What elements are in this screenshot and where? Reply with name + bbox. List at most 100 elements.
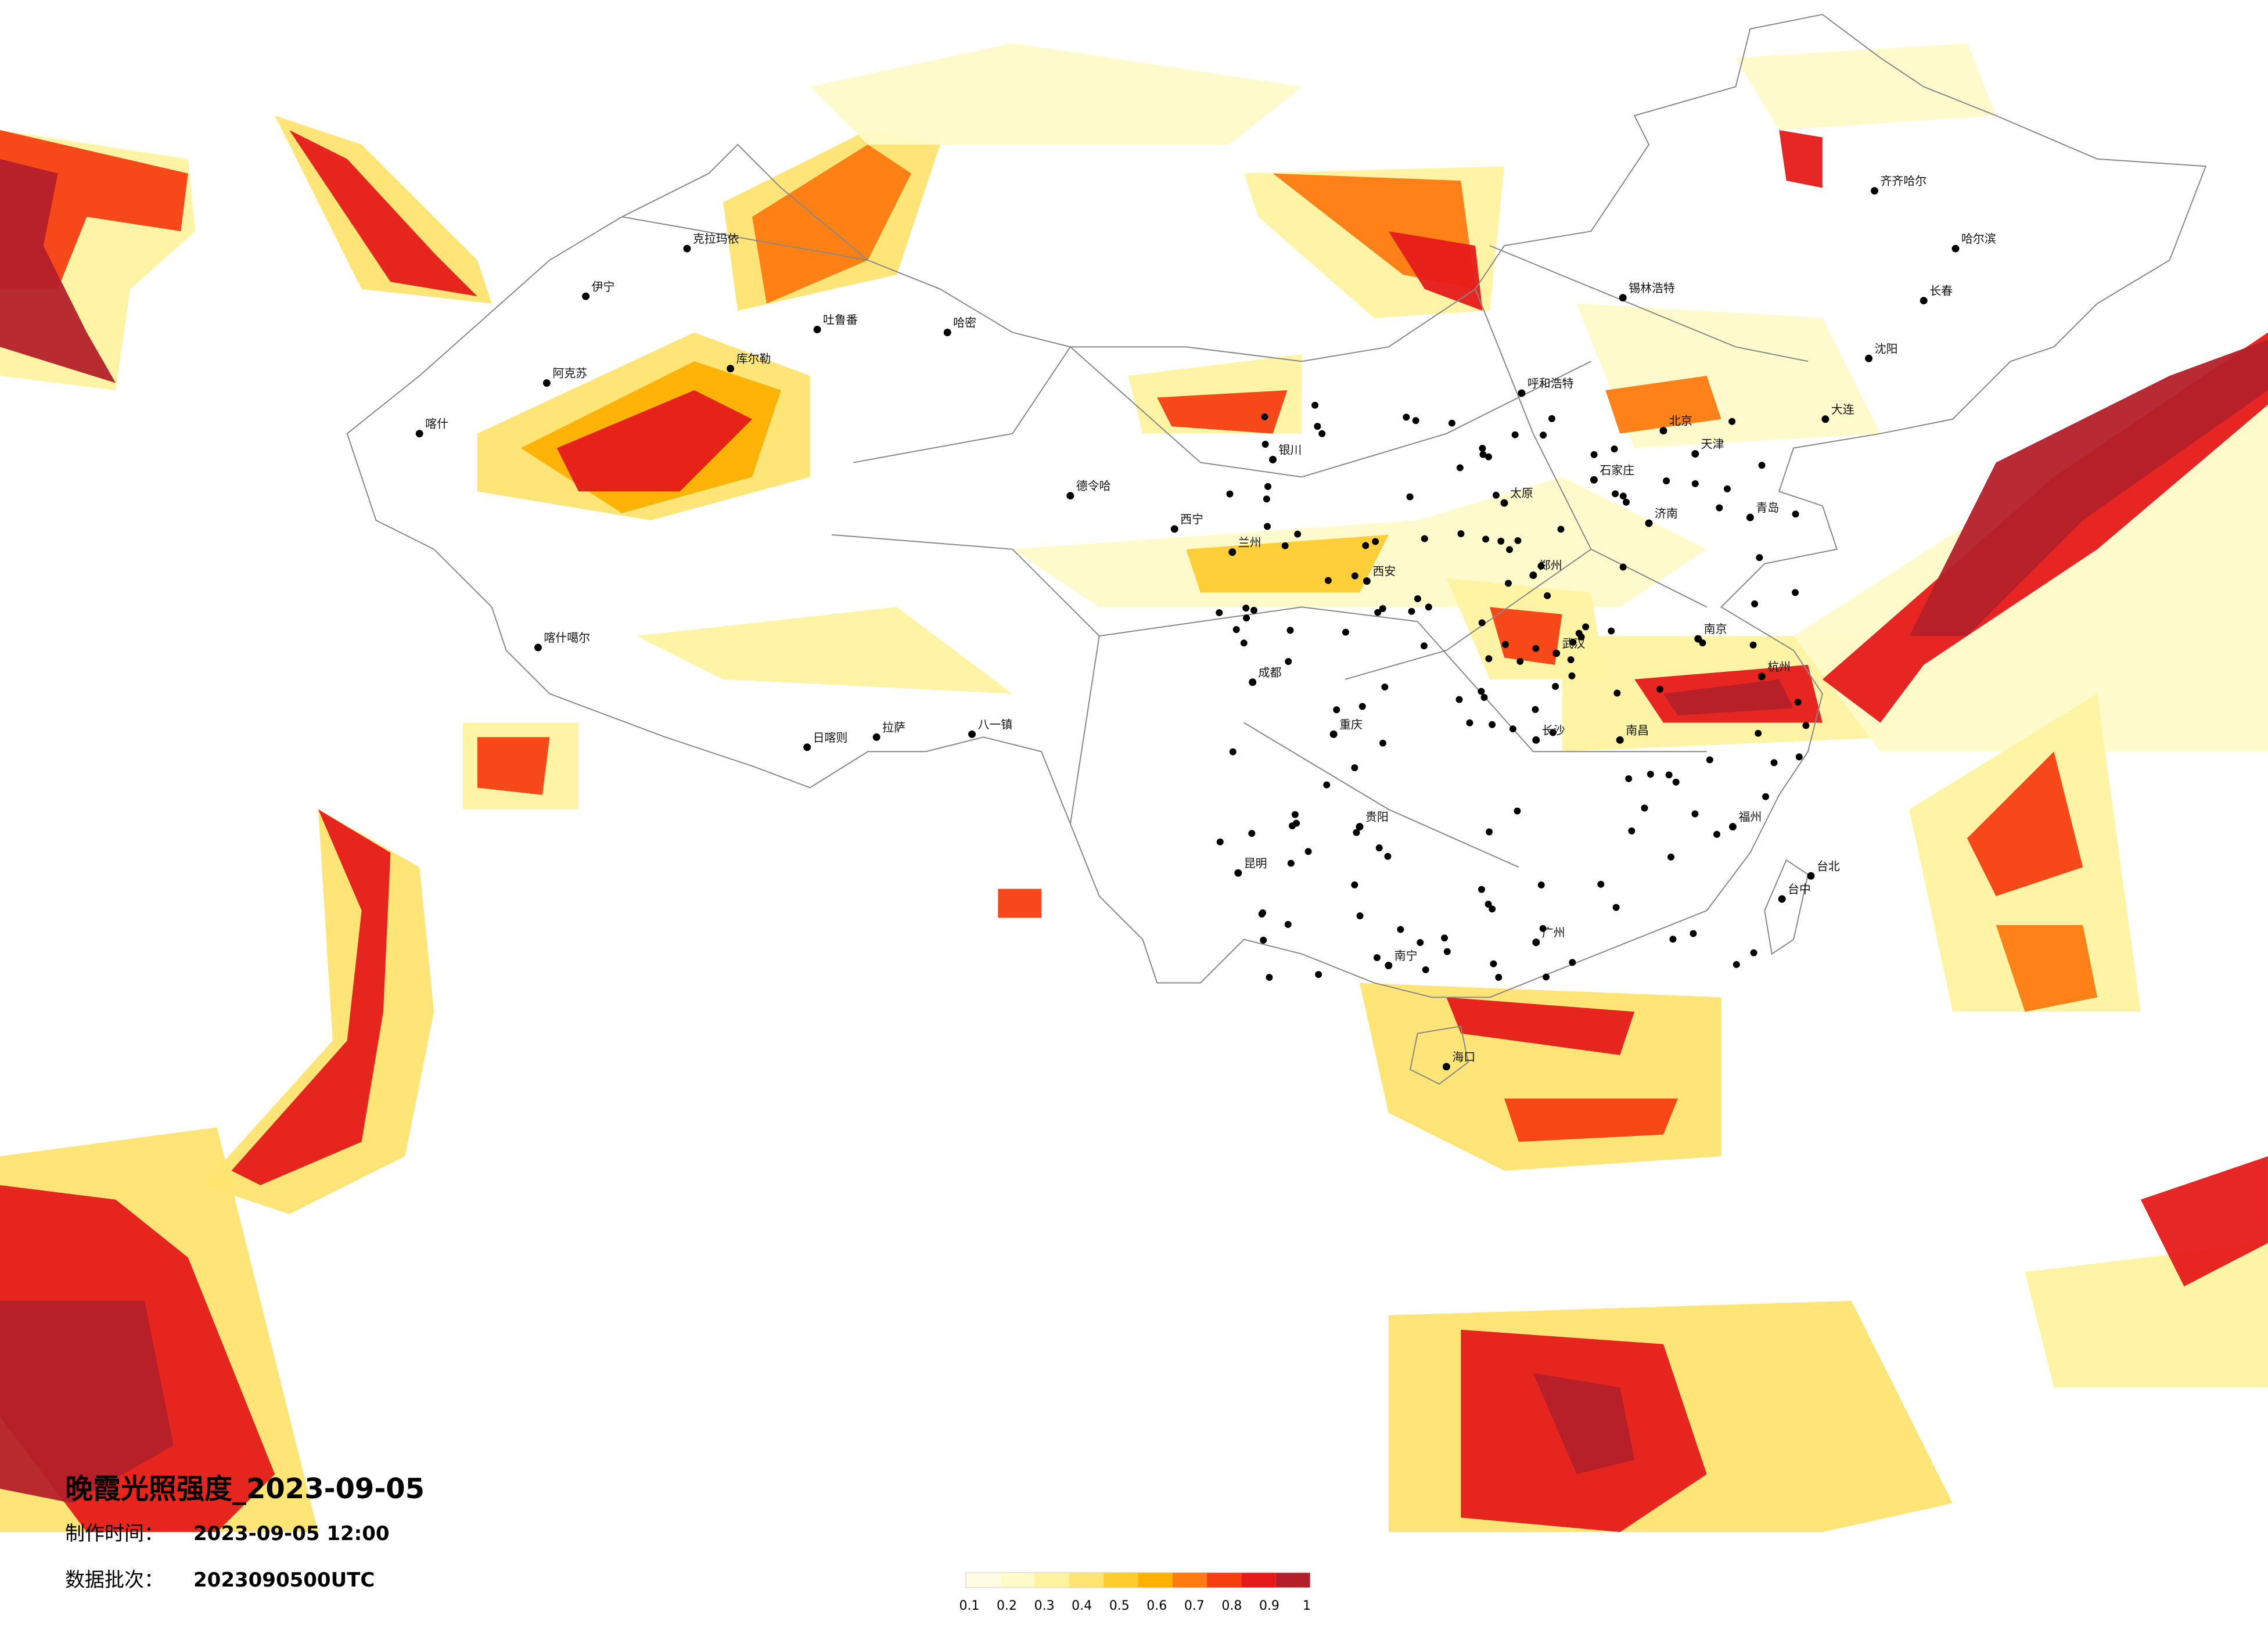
city-dot [1243, 614, 1250, 622]
colorbar-tick-label: 0.7 [1184, 1599, 1205, 1613]
heat-patch [0, 130, 188, 289]
city-dot [1356, 912, 1364, 920]
city-dot [1284, 920, 1292, 928]
city-dot [1304, 848, 1312, 855]
city-dot [1691, 810, 1699, 818]
city-dot [943, 328, 951, 336]
province-lines [621, 216, 1809, 868]
city-dot [1733, 961, 1740, 968]
city-dot [1314, 423, 1321, 430]
city-dot [1548, 415, 1555, 422]
city-dot [1821, 415, 1830, 423]
city-label: 南宁 [1394, 949, 1418, 963]
city-dot [1379, 605, 1386, 612]
city-dot [1532, 645, 1540, 652]
city-dot [1672, 778, 1680, 786]
made-label: 制作时间： [65, 1522, 164, 1545]
city-label: 重庆 [1339, 718, 1363, 731]
city-label: 八一镇 [978, 718, 1013, 731]
heat-patch [2140, 1156, 2268, 1287]
city-dot [1242, 605, 1250, 612]
hainan [1410, 1025, 1469, 1085]
city-dot [1489, 721, 1496, 728]
city-dot [582, 292, 590, 300]
city-dot [1612, 904, 1620, 911]
city-label: 长春 [1929, 285, 1953, 298]
city-dot [1342, 628, 1349, 636]
city-dot [1448, 419, 1455, 427]
city-dot [1706, 756, 1713, 764]
city-dot [1216, 609, 1223, 617]
city-dot [1794, 699, 1802, 706]
city-dot [1381, 684, 1389, 691]
city-dot [1625, 775, 1633, 782]
city-dot [1590, 451, 1598, 458]
city-dot [1362, 542, 1370, 549]
city-dot [1248, 830, 1256, 837]
city-dot [1506, 546, 1513, 553]
heat-patch [1490, 607, 1562, 665]
city-label: 喀什噶尔 [544, 631, 590, 645]
city-dot [1778, 895, 1786, 903]
city-dot [1315, 971, 1322, 979]
city-dot [1379, 739, 1386, 747]
city-dot [415, 430, 423, 438]
city-label: 天津 [1701, 438, 1724, 451]
colorbar-frame [965, 1572, 1311, 1588]
colorbar-tick-label: 0.5 [1109, 1599, 1130, 1613]
heat-patch [1909, 339, 2268, 636]
heat-patch [1533, 1373, 1635, 1474]
heat-patch [1779, 130, 1823, 188]
city-dot [1647, 771, 1654, 778]
city-dot [1249, 678, 1257, 686]
city-dot [1408, 607, 1415, 615]
city-dot [1690, 930, 1697, 937]
city-dot [1802, 722, 1810, 729]
city-dot [1544, 592, 1551, 599]
city-dot [1549, 729, 1557, 736]
city-dot [1509, 725, 1516, 733]
heat-patch [810, 43, 1302, 145]
heat-patch [1996, 924, 2098, 1012]
city-dot [1403, 413, 1410, 421]
city-dot [1311, 401, 1319, 409]
city-label: 广州 [1542, 926, 1565, 940]
city-dot [1590, 476, 1598, 484]
city-label: 青岛 [1756, 501, 1779, 515]
colorbar-tick-label: 0.1 [959, 1599, 980, 1613]
city-dot [803, 743, 811, 751]
city-dot [1478, 886, 1485, 893]
city-dot [1663, 477, 1670, 485]
city-dot [1608, 627, 1615, 635]
city-dot [1485, 900, 1492, 908]
heat-patch [2025, 1243, 2268, 1388]
city-dot [1751, 600, 1759, 607]
city-dot [1318, 430, 1326, 437]
city-dot [1250, 607, 1257, 614]
city-dot [1756, 554, 1763, 562]
city-label: 贵阳 [1365, 811, 1389, 824]
city-dot [1353, 829, 1360, 836]
city-dot [1486, 828, 1493, 836]
city-dot [1557, 526, 1565, 533]
city-dot [1575, 629, 1583, 637]
city-dot [1356, 823, 1364, 831]
city-dot [1261, 440, 1269, 448]
city-dot [1529, 571, 1537, 580]
heat-patch [231, 809, 391, 1185]
city-dot [1951, 244, 1960, 253]
city-dot [1443, 948, 1451, 955]
city-dot [1501, 641, 1509, 648]
city-label: 德令哈 [1076, 480, 1111, 493]
city-dot [1514, 537, 1522, 544]
heat-patch [1605, 376, 1721, 434]
city-label: 哈尔滨 [1961, 232, 1996, 246]
city-dot [542, 379, 551, 387]
city-dot [1263, 495, 1270, 503]
city-dot [1457, 530, 1465, 538]
city-dot [968, 730, 976, 738]
city-dot [1597, 880, 1605, 888]
heat-patch [1157, 390, 1288, 434]
city-label: 吐鲁番 [823, 314, 858, 327]
